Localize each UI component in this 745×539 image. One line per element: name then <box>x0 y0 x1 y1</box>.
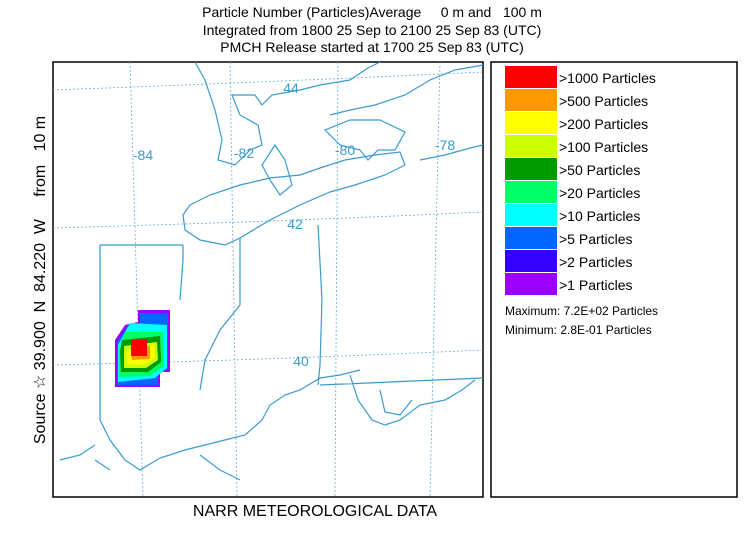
legend-swatch <box>505 250 557 272</box>
legend-label: >1 Particles <box>559 277 633 293</box>
footer: NARR METEOROLOGICAL DATA <box>193 503 438 520</box>
longitude-lines <box>129 61 441 498</box>
latitude-label: 44 <box>283 80 299 96</box>
latitude-label: 42 <box>287 216 303 232</box>
legend-swatch <box>505 89 557 111</box>
legend-label: >20 Particles <box>559 185 640 201</box>
longitude-label: -82 <box>234 145 254 161</box>
legend-swatch <box>505 204 557 226</box>
legend-swatch <box>505 112 557 134</box>
longitude-label: -80 <box>335 142 355 158</box>
legend-maximum: Maximum: 7.2E+02 Particles <box>505 304 658 318</box>
legend-label: >1000 Particles <box>559 70 656 86</box>
legend-label: >5 Particles <box>559 231 633 247</box>
title-line: Particle Number (Particles)Average 0 m a… <box>202 4 542 20</box>
side-label: Source ☆ 39.900 N 84.220 W from 10 m <box>32 116 49 444</box>
latitude-label: 40 <box>293 353 309 369</box>
title-line: Integrated from 1800 25 Sep to 2100 25 S… <box>203 22 542 38</box>
legend-label: >500 Particles <box>559 93 648 109</box>
legend-swatch <box>505 273 557 295</box>
plume <box>115 310 170 387</box>
legend-label: >2 Particles <box>559 254 633 270</box>
boundaries <box>59 61 484 481</box>
legend-label: >50 Particles <box>559 162 640 178</box>
legend-minimum: Minimum: 2.8E-01 Particles <box>505 323 652 337</box>
legend-label: >100 Particles <box>559 139 648 155</box>
title-line: PMCH Release started at 1700 25 Sep 83 (… <box>220 39 523 55</box>
longitude-label: -78 <box>435 137 455 153</box>
legend-swatch <box>505 158 557 180</box>
legend-swatch <box>505 135 557 157</box>
map: -84 -82 -80 -78 44 42 40 <box>52 61 484 498</box>
map-frame <box>52 61 484 498</box>
legend-label: >10 Particles <box>559 208 640 224</box>
legend-swatch <box>505 66 557 88</box>
legend-swatch <box>505 227 557 249</box>
legend: Maximum: 7.2E+02 Particles Minimum: 2.8E… <box>490 61 738 498</box>
longitude-label: -84 <box>133 147 153 163</box>
legend-swatch <box>505 181 557 203</box>
legend-label: >200 Particles <box>559 116 648 132</box>
